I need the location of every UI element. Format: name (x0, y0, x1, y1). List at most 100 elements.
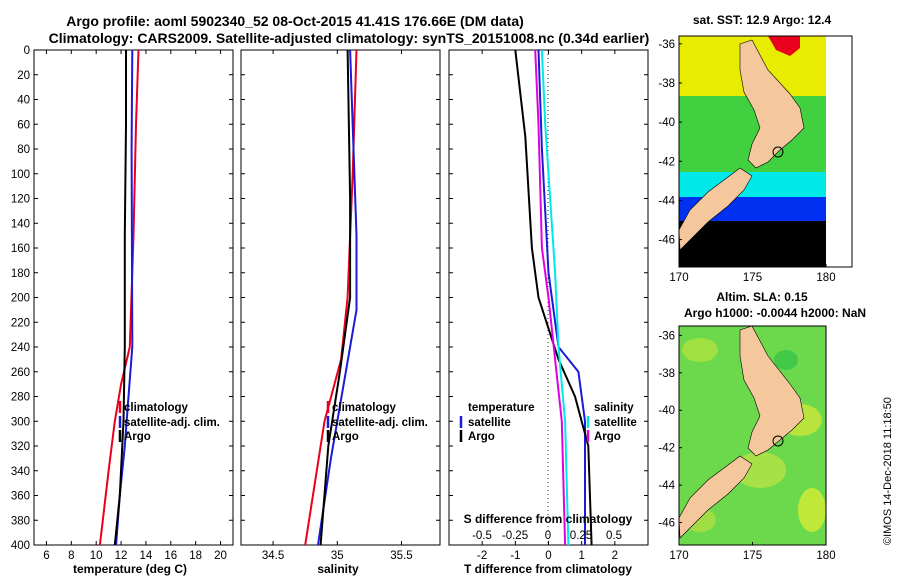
legend-temperature-title: temperature (468, 402, 534, 414)
lat-tick-label: -42 (658, 156, 675, 168)
sla-map-title-2: Argo h1000: -0.0044 h2000: NaN (684, 306, 866, 320)
series-s-argo-line (534, 49, 567, 546)
salinity-panel: 34.5 35 35.5 climatology satellite-adj. cl… (240, 49, 441, 576)
lat-tick-label: -38 (658, 78, 675, 90)
y-tick-label: 60 (17, 119, 30, 131)
y-tick-label: 300 (11, 416, 30, 428)
legend-argo-label: Argo (332, 431, 359, 443)
y-tick-label: 280 (11, 392, 30, 404)
y-tick-label: 340 (11, 466, 30, 478)
argo-float-marker (772, 435, 784, 447)
y-tick-label: 220 (11, 317, 30, 329)
y-tick-label: 140 (11, 218, 30, 230)
y-tick-label: 20 (17, 70, 30, 82)
legend-argo-label: Argo (124, 431, 151, 443)
y-tick-label: 120 (11, 194, 30, 206)
temperature-axes-frame (33, 49, 234, 546)
sla-patch (774, 350, 798, 370)
s-tick-label: 0.25 (570, 530, 592, 542)
lat-tick-label: -44 (658, 195, 675, 207)
legend-t-satellite-label: satellite (468, 417, 511, 429)
y-tick-label: 380 (11, 515, 30, 527)
y-tick-label: 320 (11, 441, 30, 453)
temperature-x-axis: 6 8 10 12 14 16 18 20 (43, 50, 227, 562)
sst-map-ticks: 170 175 180 -36 -38 -40 -42 -44 -46 (658, 39, 835, 284)
x-tick-label: 2 (612, 550, 618, 562)
lat-tick-label: -38 (658, 368, 675, 380)
y-tick-label: 200 (11, 293, 30, 305)
difference-panel: -2 -1 0 1 2 temperature satellite Argo salin… (448, 49, 649, 576)
x-tick-label: -2 (477, 550, 487, 562)
title-line-1: Argo profile: aoml 5902340_52 08-Oct-201… (66, 13, 524, 29)
x-tick-label: 34.5 (262, 550, 284, 562)
y-tick-label: 180 (11, 268, 30, 280)
temperature-legend: climatology satellite-adj. clim. Argo (118, 401, 220, 443)
sla-map-ticks: 170 175 180 -36 -38 -40 -42 -44 -46 (658, 330, 835, 562)
series-argo-line (113, 50, 127, 546)
y-tick-label: 0 (24, 45, 30, 57)
lon-tick-label: 180 (816, 272, 835, 284)
sst-map: sat. SST: 12.9 Argo: 12.4 170 175 180 -36 -3… (658, 13, 853, 284)
series-satellite-adj-clim-line (317, 49, 358, 546)
lat-tick-label: -46 (658, 518, 675, 530)
north-island (739, 325, 805, 457)
south-island (678, 455, 753, 539)
sla-map-title-1: Altim. SLA: 0.15 (716, 290, 808, 304)
sla-patch (682, 338, 718, 362)
y-tick-label: 40 (17, 95, 30, 107)
title-line-2: Climatology: CARS2009. Satellite-adjuste… (49, 30, 650, 46)
sst-warm-patch (768, 36, 800, 56)
lat-tick-label: -46 (658, 235, 675, 247)
x-tick-label: -1 (510, 550, 520, 562)
argo-float-marker (772, 146, 784, 158)
lat-tick-label: -36 (658, 39, 675, 51)
lon-tick-label: 175 (743, 272, 762, 284)
salinity-depth-ticks (241, 49, 440, 546)
lon-tick-label: 175 (743, 550, 762, 562)
x-tick-label: 10 (90, 550, 103, 562)
y-tick-label: 160 (11, 243, 30, 255)
y-tick-label: 360 (11, 491, 30, 503)
difference-depth-ticks (449, 49, 648, 546)
x-tick-label: 35.5 (390, 550, 412, 562)
x-tick-label: 18 (189, 550, 202, 562)
x-tick-label: 0 (545, 550, 551, 562)
salinity-xlabel: salinity (317, 562, 359, 576)
legend-climatology-label: climatology (124, 402, 189, 414)
sst-map-frame (678, 35, 853, 268)
lon-tick-label: 170 (669, 272, 688, 284)
sla-patch (798, 488, 826, 532)
s-difference-label: S difference from climatology (464, 512, 633, 526)
salinity-series (304, 49, 358, 546)
y-tick-label: 400 (11, 540, 30, 552)
salinity-axes-frame (240, 49, 441, 546)
y-tick-label: 80 (17, 144, 30, 156)
difference-x-axis: -2 -1 0 1 2 (477, 50, 618, 562)
legend-s-satellite-label: satellite (594, 417, 637, 429)
legend-satellite-label: satellite-adj. clim. (332, 417, 428, 429)
y-tick-label: 240 (11, 342, 30, 354)
salinity-legend: climatology satellite-adj. clim. Argo (326, 401, 428, 443)
s-tick-label: 0.5 (606, 530, 622, 542)
legend-satellite-label: satellite-adj. clim. (124, 417, 220, 429)
imos-credit: ©IMOS 14-Dec-2018 11:18:50 (882, 397, 894, 545)
x-tick-label: 20 (214, 550, 227, 562)
x-tick-label: 6 (43, 550, 49, 562)
s-tick-label: 0 (545, 530, 551, 542)
legend-t-argo-label: Argo (468, 431, 495, 443)
sst-band-cyan (679, 172, 826, 197)
legend-salinity-title: salinity (594, 402, 634, 414)
x-tick-label: 14 (140, 550, 153, 562)
south-island (678, 167, 753, 251)
salinity-x-axis: 34.5 35 35.5 (262, 50, 413, 562)
sst-band-cold (679, 221, 826, 267)
lon-tick-label: 180 (816, 550, 835, 562)
legend-climatology-label: climatology (332, 402, 397, 414)
lat-tick-label: -40 (658, 405, 675, 417)
lon-tick-label: 170 (669, 550, 688, 562)
x-tick-label: 12 (115, 550, 128, 562)
temperature-panel: 0 20 40 60 80 100 120 140 160 180 200 220 240 260 280 3… (11, 45, 234, 576)
difference-series (514, 49, 593, 546)
legend-s-argo-label: Argo (594, 431, 621, 443)
lat-tick-label: -42 (658, 443, 675, 455)
